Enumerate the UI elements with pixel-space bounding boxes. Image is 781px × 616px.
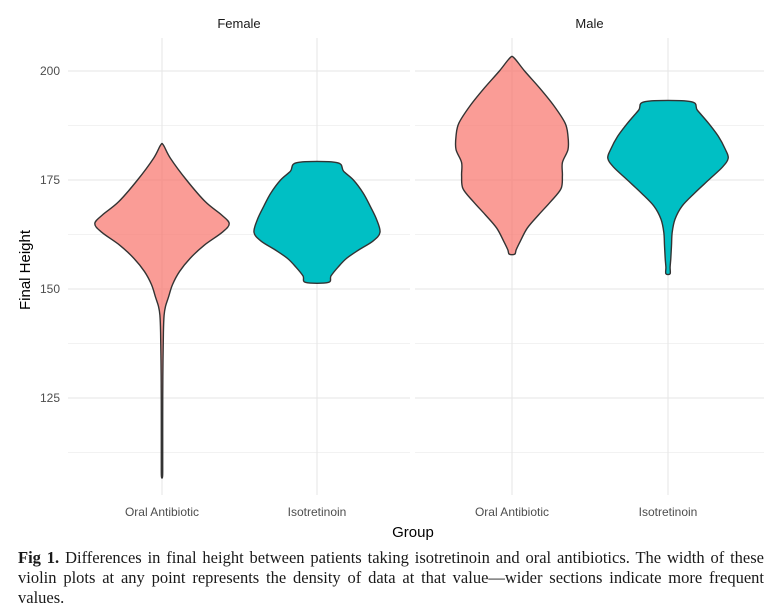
x-tick-label: Oral Antibiotic bbox=[125, 505, 199, 519]
y-tick-label: 200 bbox=[40, 64, 60, 78]
axis-labels: 125 150 175 200 Female Oral Antibiotic Isotret… bbox=[40, 16, 697, 519]
facet-label-male: Male bbox=[575, 16, 603, 31]
violins bbox=[94, 55, 729, 479]
x-tick-label: Isotretinoin bbox=[288, 505, 347, 519]
facet-label-female: Female bbox=[217, 16, 260, 31]
violin-male-isotretinoin bbox=[607, 99, 729, 276]
y-axis-title: Final Height bbox=[17, 229, 34, 310]
violin-female-isotretinoin bbox=[253, 160, 381, 284]
violin-chart: 125 150 175 200 Female Oral Antibiotic Isotret… bbox=[17, 16, 764, 541]
caption-text: Differences in final height between pati… bbox=[18, 548, 764, 607]
figure-caption: Fig 1. Differences in final height betwe… bbox=[18, 548, 764, 608]
caption-label: Fig 1. bbox=[18, 548, 60, 567]
x-axis-title: Group bbox=[392, 524, 434, 541]
x-tick-label: Isotretinoin bbox=[639, 505, 698, 519]
y-tick-label: 175 bbox=[40, 173, 60, 187]
y-tick-label: 125 bbox=[40, 391, 60, 405]
violin-male-oral-antibiotic bbox=[454, 55, 570, 256]
x-tick-label: Oral Antibiotic bbox=[475, 505, 549, 519]
violin-female-oral-antibiotic bbox=[94, 142, 230, 479]
y-tick-label: 150 bbox=[40, 282, 60, 296]
